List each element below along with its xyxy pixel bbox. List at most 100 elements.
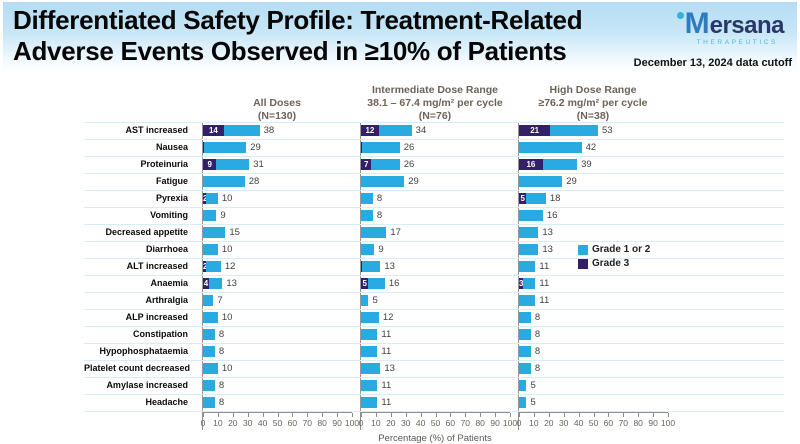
axis-tick: [405, 413, 407, 417]
adverse-event-label: Vomiting: [150, 210, 188, 220]
chart-row: Fatigue 28 29 29: [84, 174, 784, 191]
bar-cell: 8: [202, 327, 352, 343]
adverse-event-label: ALP increased: [125, 312, 188, 322]
axis-tick-label: 70: [302, 418, 313, 428]
axis-tick-label: 30: [558, 418, 569, 428]
bar-cell: 13: [360, 259, 510, 275]
bar-group: 11: [519, 261, 668, 272]
bar-group: 11: [361, 346, 510, 357]
adverse-event-label: Nausea: [155, 142, 188, 152]
bar-group: 2 12: [203, 261, 352, 272]
grade-1-2-bar: [203, 176, 245, 187]
bar-total-value: 9: [378, 244, 384, 255]
chart-row: Anaemia 4 13 5 16 3 11: [84, 276, 784, 293]
adverse-event-label: Headache: [145, 397, 188, 407]
panel-header-line: (N=76): [418, 109, 452, 122]
x-axis-panel-1: 0 10 20 30 40 50 60 70 80 90 100: [201, 412, 359, 430]
bar-group: 5 16: [361, 278, 510, 289]
panel-header-line: High Dose Range: [549, 84, 637, 96]
panel-header-line: Intermediate Dose Range: [371, 84, 499, 96]
bar-total-value: 42: [585, 142, 597, 153]
grade-1-2-bar: [203, 329, 215, 340]
axis-tick: [533, 413, 535, 417]
bar-total-value: 8: [218, 397, 225, 408]
bar-total-value: 39: [581, 159, 592, 170]
bar-cell: 8: [518, 310, 668, 326]
bar-group: 13: [361, 261, 510, 272]
grade-3-bar: 3: [519, 278, 524, 289]
axis-tick: [480, 413, 482, 417]
bar-cell: 29: [360, 174, 510, 190]
grade-1-2-bar: [361, 261, 381, 272]
bar-cell: 42: [518, 140, 668, 156]
bar-total-value: 5: [372, 295, 378, 306]
axis-tick: [548, 413, 550, 417]
grade-1-2-bar: [361, 244, 375, 255]
axis-tick-label: 60: [603, 418, 614, 428]
bar-total-value: 8: [534, 329, 541, 340]
axis-tick: [352, 413, 353, 417]
bar-cell: 9 31: [202, 157, 352, 173]
bar-group: 11: [361, 329, 510, 340]
bar-group: 12 34: [361, 125, 510, 136]
grade-1-2-bar: [361, 159, 400, 170]
adverse-event-label: Decreased appetite: [105, 227, 188, 237]
bar-cell: 17: [360, 225, 510, 241]
bar-group: 5: [519, 380, 668, 391]
bar-total-value: 38: [263, 125, 275, 136]
bar-total-value: 8: [218, 380, 225, 391]
bar-cell: 5: [518, 378, 668, 394]
axis-tick-label: 100: [344, 418, 360, 428]
bar-group: 8: [203, 380, 352, 391]
adverse-event-label: Fatigue: [155, 176, 188, 186]
axis-tick-label: 70: [618, 418, 629, 428]
bar-cell: 28: [202, 174, 352, 190]
grade-1-2-bar: [519, 261, 536, 272]
panel-header-high-dose: High Dose Range ≥76.2 mg/m² per cycle (N=3…: [518, 84, 668, 122]
bar-group: 11: [361, 397, 510, 408]
axis-tick-label: 40: [257, 418, 268, 428]
axis-tick-label: 100: [502, 418, 518, 428]
bar-cell: 21 53: [518, 123, 668, 139]
chart-row: Hypophosphataemia 8 11 8: [84, 344, 784, 361]
bar-group: 8: [203, 346, 352, 357]
grade-3-bar: 2: [203, 193, 206, 204]
bar-total-value: 17: [390, 227, 401, 238]
logo-wordmark: Mersana: [676, 9, 785, 39]
grade-1-2-bar: [361, 176, 405, 187]
bar-total-value: 12: [382, 312, 394, 323]
bar-group: 8: [519, 329, 668, 340]
grade-1-2-bar: [203, 193, 218, 204]
bar-group: 17: [361, 227, 510, 238]
bar-total-value: 13: [542, 227, 553, 238]
bar-total-value: 11: [381, 397, 392, 408]
axis-tick-label: 0: [516, 418, 522, 428]
bar-group: 7: [203, 295, 352, 306]
bar-cell: 13: [518, 225, 668, 241]
bar-cell: 12 34: [360, 123, 510, 139]
bar-total-value: 7: [217, 295, 223, 306]
bar-total-value: 8: [218, 329, 225, 340]
axis-tick: [292, 413, 294, 417]
grade-1-2-bar: [203, 210, 217, 221]
axis-tick: [668, 413, 669, 417]
bar-total-value: 18: [549, 193, 561, 204]
slide: Differentiated Safety Profile: Treatment…: [3, 2, 797, 444]
bar-cell: 11: [518, 259, 668, 275]
bar-total-value: 26: [403, 142, 415, 153]
bar-group: 42: [519, 142, 668, 153]
bar-total-value: 11: [381, 346, 392, 357]
axis-tick-label: 60: [287, 418, 298, 428]
bar-total-value: 11: [539, 261, 550, 272]
axis-tick-label: 20: [386, 418, 396, 428]
bar-group: 11: [519, 295, 668, 306]
legend-label: Grade 1 or 2: [592, 244, 651, 255]
axis-tick-label: 100: [660, 418, 676, 428]
axis-tick-label: 60: [445, 418, 456, 428]
grade-3-bar: 9: [203, 159, 217, 170]
bar-group: 8: [203, 329, 352, 340]
bar-group: 3 11: [519, 278, 668, 289]
bar-group: 11: [361, 380, 510, 391]
grade-1-2-bar: [203, 346, 215, 357]
grade-1-2-bar: [203, 261, 221, 272]
